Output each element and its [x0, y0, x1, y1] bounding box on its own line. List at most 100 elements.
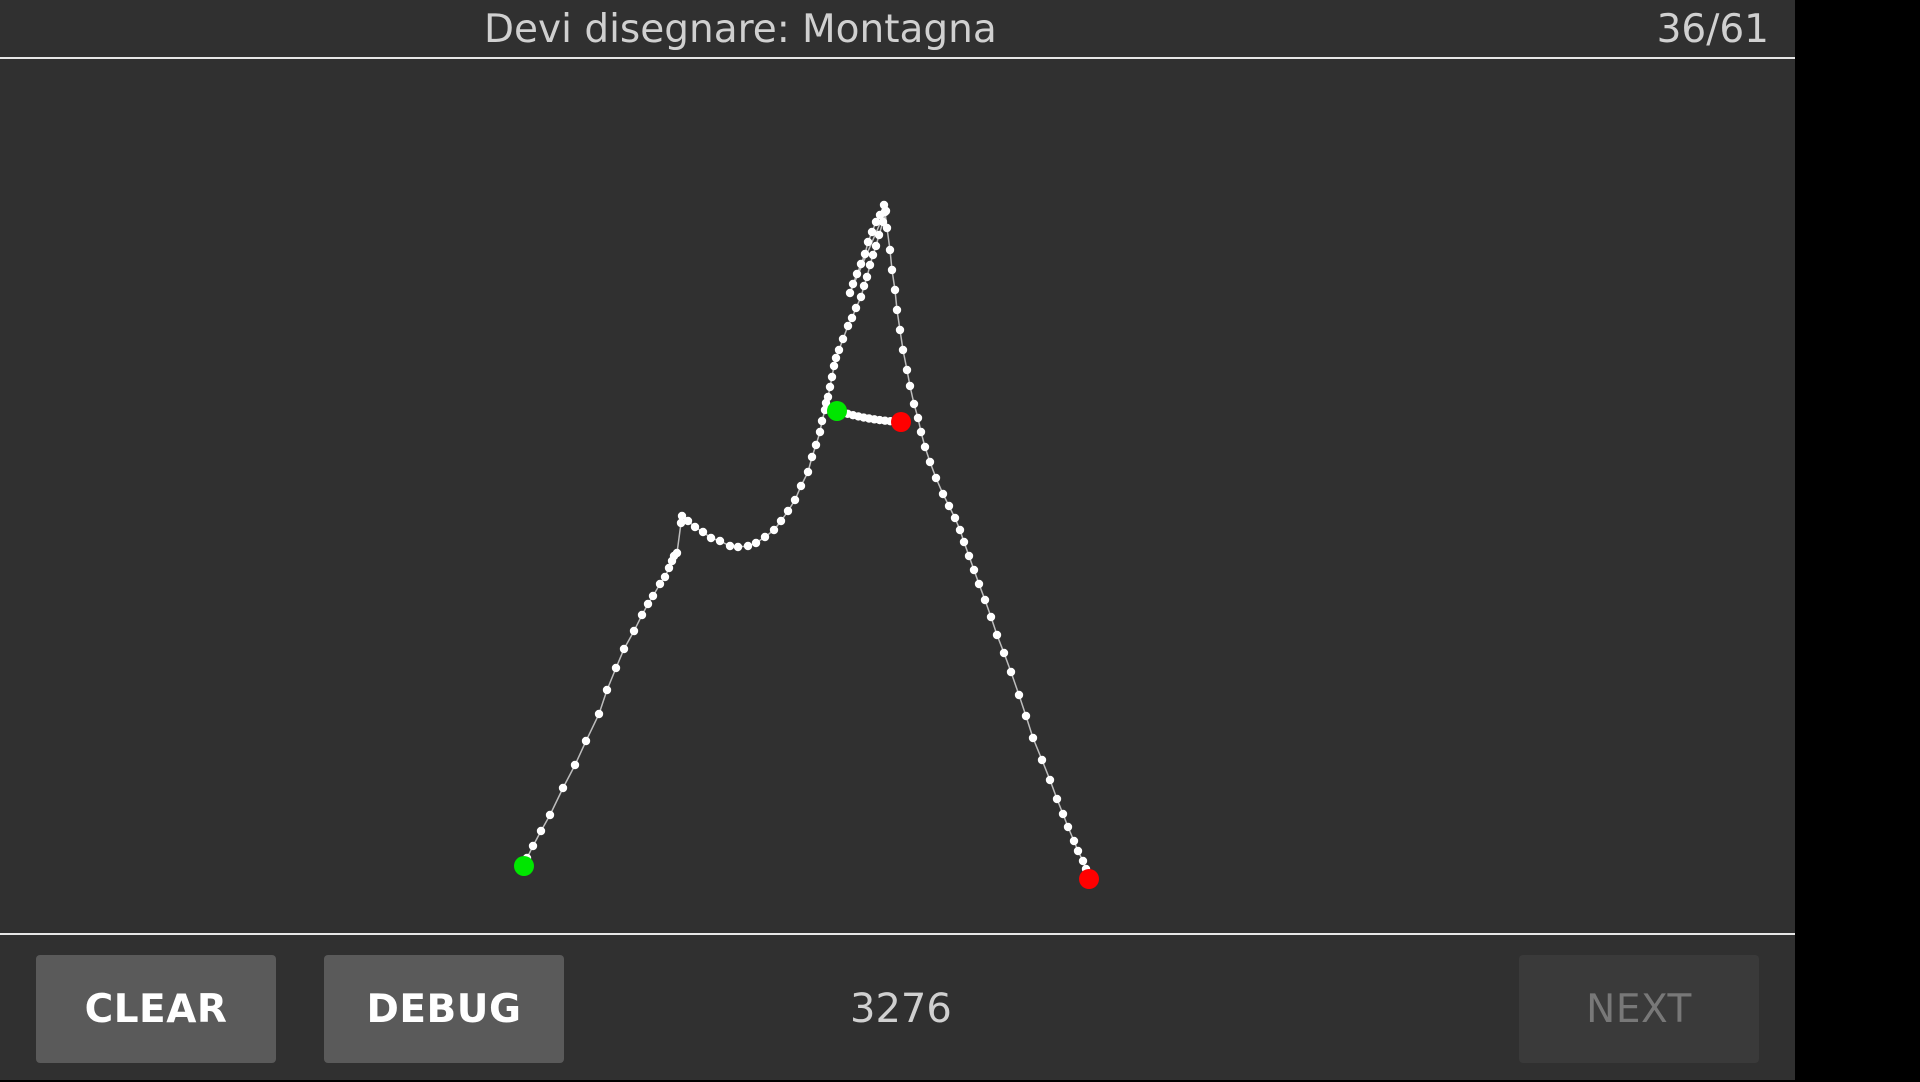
stroke-end-marker	[891, 412, 911, 432]
stroke-point	[898, 345, 908, 355]
stroke-point	[594, 709, 604, 719]
stroke-point	[706, 533, 716, 543]
stroke-point	[690, 522, 700, 532]
stroke-point	[848, 279, 858, 289]
stroke-point	[1069, 836, 1079, 846]
stroke-point	[871, 217, 881, 227]
drawing-svg[interactable]	[0, 59, 1795, 933]
stroke-point	[817, 416, 827, 426]
stroke-point	[950, 513, 960, 523]
stroke-point	[887, 265, 897, 275]
stroke-point	[803, 467, 813, 477]
stroke-point	[863, 237, 873, 247]
stroke-point	[683, 516, 693, 526]
prompt-word: Montagna	[802, 7, 997, 52]
stroke-point	[743, 541, 753, 551]
stroke-point	[834, 345, 844, 355]
stroke-point	[905, 381, 915, 391]
debug-button[interactable]: DEBUG	[324, 955, 564, 1063]
stroke-point	[890, 285, 900, 295]
stroke-point	[570, 760, 580, 770]
stroke-point	[920, 442, 930, 452]
stroke-point	[815, 427, 825, 437]
stroke-point	[629, 626, 639, 636]
stroke-point	[619, 644, 629, 654]
stroke-point	[895, 325, 905, 335]
stroke-point	[874, 230, 884, 240]
stroke-point	[581, 736, 591, 746]
stroke-point	[913, 413, 923, 423]
stroke-point	[807, 452, 817, 462]
stroke-point	[885, 245, 895, 255]
stroke-point	[1073, 846, 1083, 856]
stroke-point	[980, 595, 990, 605]
score-value: 3276	[850, 986, 952, 1032]
stroke-point	[829, 361, 839, 371]
stroke-point	[931, 473, 941, 483]
stroke-point	[664, 563, 674, 573]
stroke-point	[974, 579, 984, 589]
stroke-point	[851, 303, 861, 313]
stroke-start-marker	[827, 401, 847, 421]
stroke-point	[879, 200, 889, 210]
prompt-label: Devi disegnare:	[484, 7, 790, 52]
stroke-point	[1006, 667, 1016, 677]
stroke-point	[902, 365, 912, 375]
stroke-point	[715, 536, 725, 546]
stroke-point	[760, 532, 770, 542]
stroke-point	[843, 321, 853, 331]
drawing-app: Devi disegnare: Montagna 36/61 CLEAR DEB…	[0, 0, 1795, 1080]
stroke-point	[944, 501, 954, 511]
stroke-point	[856, 259, 866, 269]
stroke-point	[676, 518, 686, 528]
stroke-point	[637, 610, 647, 620]
stroke-point	[992, 630, 1002, 640]
stroke-point	[838, 334, 848, 344]
stroke-end-marker	[1079, 869, 1099, 889]
stroke-point	[823, 392, 833, 402]
clear-button[interactable]: CLEAR	[36, 955, 276, 1063]
progress-counter: 36/61	[1656, 7, 1769, 52]
stroke-point	[1028, 733, 1038, 743]
stroke-point	[871, 241, 881, 251]
stroke-point	[938, 489, 948, 499]
stroke-point	[827, 372, 837, 382]
stroke-point	[916, 427, 926, 437]
stroke-point	[865, 260, 875, 270]
stroke-point	[860, 249, 870, 259]
stroke-point	[831, 353, 841, 363]
stroke-point	[545, 810, 555, 820]
stroke-point	[528, 841, 538, 851]
footer-bar: CLEAR DEBUG 3276 NEXT	[0, 933, 1795, 1082]
stroke-point	[1045, 775, 1055, 785]
stroke-point	[925, 457, 935, 467]
stroke-point	[1063, 822, 1073, 832]
stroke-point	[1052, 794, 1062, 804]
stroke-point	[880, 207, 890, 217]
drawing-canvas[interactable]	[0, 59, 1795, 933]
stroke-point	[751, 538, 761, 548]
stroke-point	[643, 599, 653, 609]
stroke-point	[1021, 711, 1031, 721]
stroke-point	[969, 565, 979, 575]
stroke-path	[523, 202, 1089, 875]
stroke-point	[660, 572, 670, 582]
stroke-point	[655, 579, 665, 589]
stroke-point	[862, 272, 872, 282]
stroke-point	[986, 612, 996, 622]
stroke-start-marker	[514, 856, 534, 876]
stroke-point	[769, 525, 779, 535]
stroke-point	[790, 495, 800, 505]
stroke-point	[845, 288, 855, 298]
stroke-point	[602, 685, 612, 695]
next-button[interactable]: NEXT	[1519, 955, 1759, 1063]
stroke-point	[725, 541, 735, 551]
stroke-point	[909, 399, 919, 409]
stroke-point	[558, 783, 568, 793]
stroke-point	[878, 217, 888, 227]
stroke-point	[1078, 856, 1088, 866]
stroke-point	[868, 250, 878, 260]
stroke-point	[698, 527, 708, 537]
stroke-point	[847, 313, 857, 323]
stroke-point	[811, 440, 821, 450]
